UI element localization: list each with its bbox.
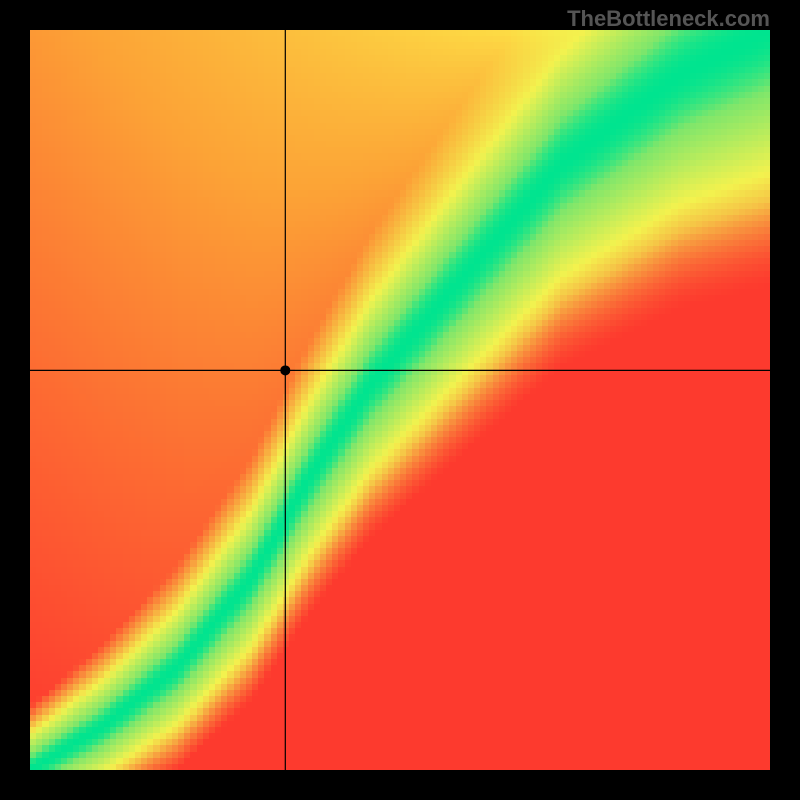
chart-container: { "meta": { "watermark_text": "TheBottle… — [0, 0, 800, 800]
bottleneck-heatmap — [30, 30, 770, 770]
watermark-text: TheBottleneck.com — [567, 6, 770, 32]
